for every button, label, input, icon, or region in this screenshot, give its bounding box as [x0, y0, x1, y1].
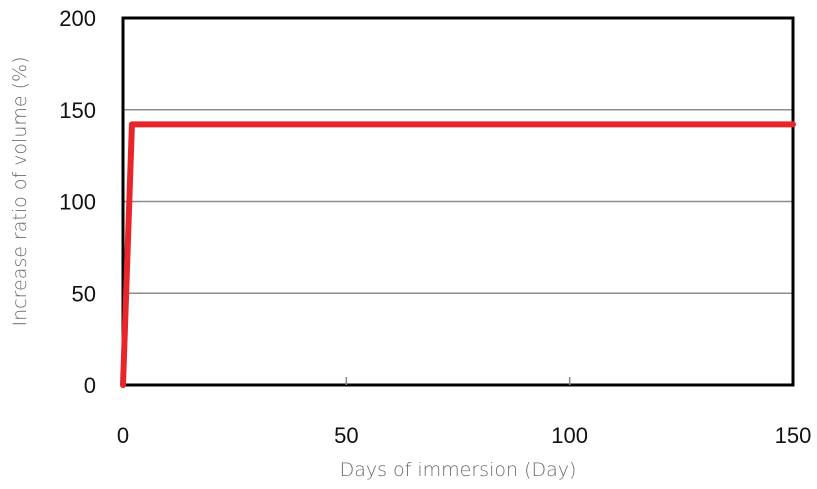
x-axis-tick-labels: 0 50 100 150	[117, 423, 811, 448]
plot-area-frame	[121, 16, 795, 387]
x-axis-ticks	[345, 377, 571, 385]
series-line-0	[120, 121, 796, 388]
y-axis-tick-labels: 0 50 100 150 200	[59, 6, 96, 398]
y-tick-label: 0	[84, 373, 96, 398]
gridlines	[123, 109, 793, 294]
y-tick-label: 200	[59, 6, 96, 31]
y-tick-label: 150	[59, 98, 96, 123]
x-tick-label: 50	[334, 423, 358, 448]
x-tick-label: 0	[117, 423, 129, 448]
x-axis-title: Days of immersion (Day)	[340, 459, 577, 481]
x-tick-label: 100	[551, 423, 588, 448]
y-tick-label: 100	[59, 190, 96, 215]
y-axis-title: Increase ratio of volume (%)	[9, 57, 31, 327]
series-layer	[120, 121, 796, 388]
x-tick-label: 150	[775, 423, 812, 448]
y-tick-label: 50	[72, 281, 96, 306]
